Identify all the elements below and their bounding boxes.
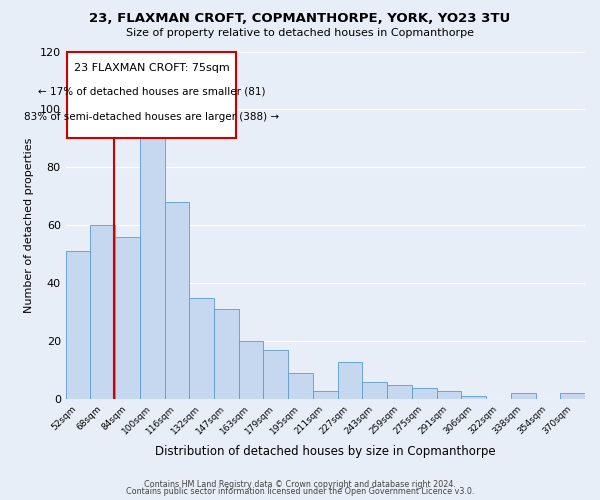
FancyBboxPatch shape [67,52,236,139]
Bar [313,390,338,399]
Text: Contains HM Land Registry data © Crown copyright and database right 2024.: Contains HM Land Registry data © Crown c… [144,480,456,489]
Bar [189,298,214,399]
Bar [239,342,263,399]
Bar [214,310,239,399]
Bar [362,382,387,399]
Bar [115,237,140,399]
Bar [288,373,313,399]
Text: 83% of semi-detached houses are larger (388) →: 83% of semi-detached houses are larger (… [24,112,279,122]
Bar [263,350,288,399]
Bar [437,390,461,399]
Text: Size of property relative to detached houses in Copmanthorpe: Size of property relative to detached ho… [126,28,474,38]
Bar [91,226,115,399]
Bar [65,252,91,399]
Text: 23, FLAXMAN CROFT, COPMANTHORPE, YORK, YO23 3TU: 23, FLAXMAN CROFT, COPMANTHORPE, YORK, Y… [89,12,511,26]
Bar [511,394,536,399]
Text: Contains public sector information licensed under the Open Government Licence v3: Contains public sector information licen… [126,488,474,496]
Bar [461,396,486,399]
Bar [338,362,362,399]
Bar [560,394,585,399]
Y-axis label: Number of detached properties: Number of detached properties [24,138,34,313]
Bar [412,388,437,399]
Bar [140,127,164,399]
X-axis label: Distribution of detached houses by size in Copmanthorpe: Distribution of detached houses by size … [155,444,496,458]
Bar [387,384,412,399]
Text: ← 17% of detached houses are smaller (81): ← 17% of detached houses are smaller (81… [38,86,265,97]
Bar [164,202,189,399]
Text: 23 FLAXMAN CROFT: 75sqm: 23 FLAXMAN CROFT: 75sqm [74,63,229,73]
